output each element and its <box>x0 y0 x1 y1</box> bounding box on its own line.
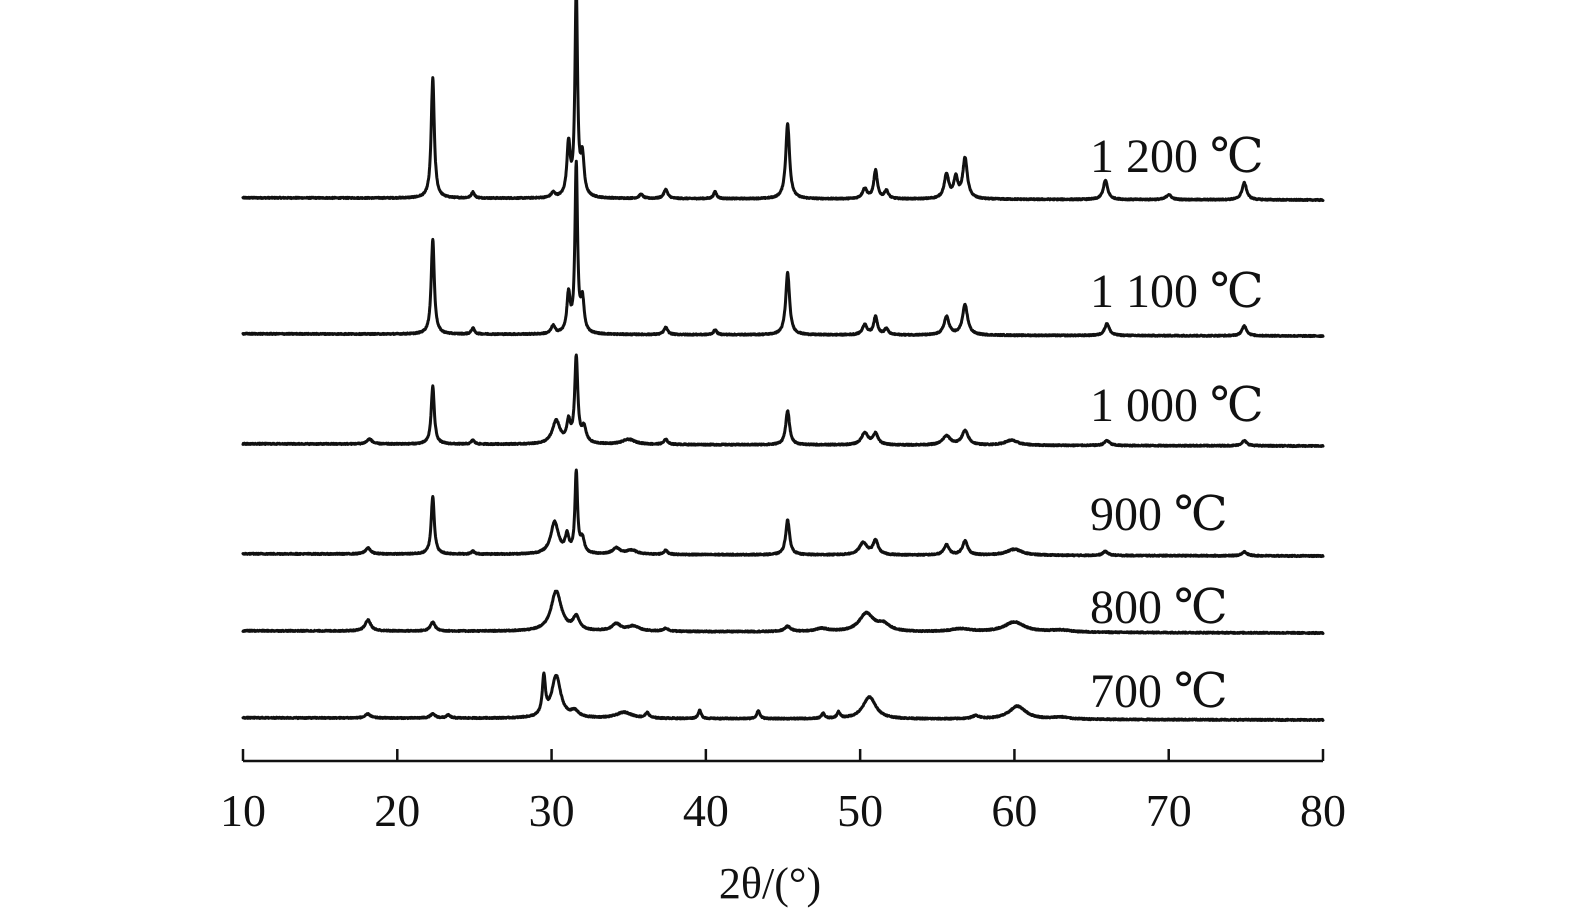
x-axis-title: 2θ/(°) <box>719 859 821 908</box>
xrd-traces <box>241 0 1325 722</box>
x-ticks <box>241 749 1325 761</box>
x-tick-label-20: 20 <box>374 785 420 836</box>
x-tick-label-30: 30 <box>529 785 575 836</box>
trace-1-000 <box>241 353 1325 448</box>
x-tick-label-60: 60 <box>991 785 1037 836</box>
trace-1-100 <box>241 159 1325 338</box>
trace-900 <box>241 468 1325 559</box>
trace-1-200 <box>241 0 1325 202</box>
series-label-1-100: 1 100 ℃ <box>1090 265 1264 318</box>
x-tick-label-70: 70 <box>1146 785 1192 836</box>
trace-800 <box>241 589 1325 635</box>
series-labels: 1 200 ℃ 1 100 ℃ 1 000 ℃ 900 ℃ 800 ℃ 700 ℃ <box>1090 130 1264 718</box>
series-label-1-200: 1 200 ℃ <box>1090 130 1264 183</box>
series-label-1-000: 1 000 ℃ <box>1090 379 1264 432</box>
x-tick-label-50: 50 <box>837 785 883 836</box>
x-tick-labels: 10 20 30 40 50 60 70 80 <box>220 785 1346 836</box>
trace-700 <box>241 671 1325 722</box>
x-tick-label-10: 10 <box>220 785 266 836</box>
x-tick-label-80: 80 <box>1300 785 1346 836</box>
series-label-900: 900 ℃ <box>1090 488 1228 541</box>
x-tick-label-40: 40 <box>683 785 729 836</box>
series-label-800: 800 ℃ <box>1090 581 1228 634</box>
series-label-700: 700 ℃ <box>1090 665 1228 718</box>
